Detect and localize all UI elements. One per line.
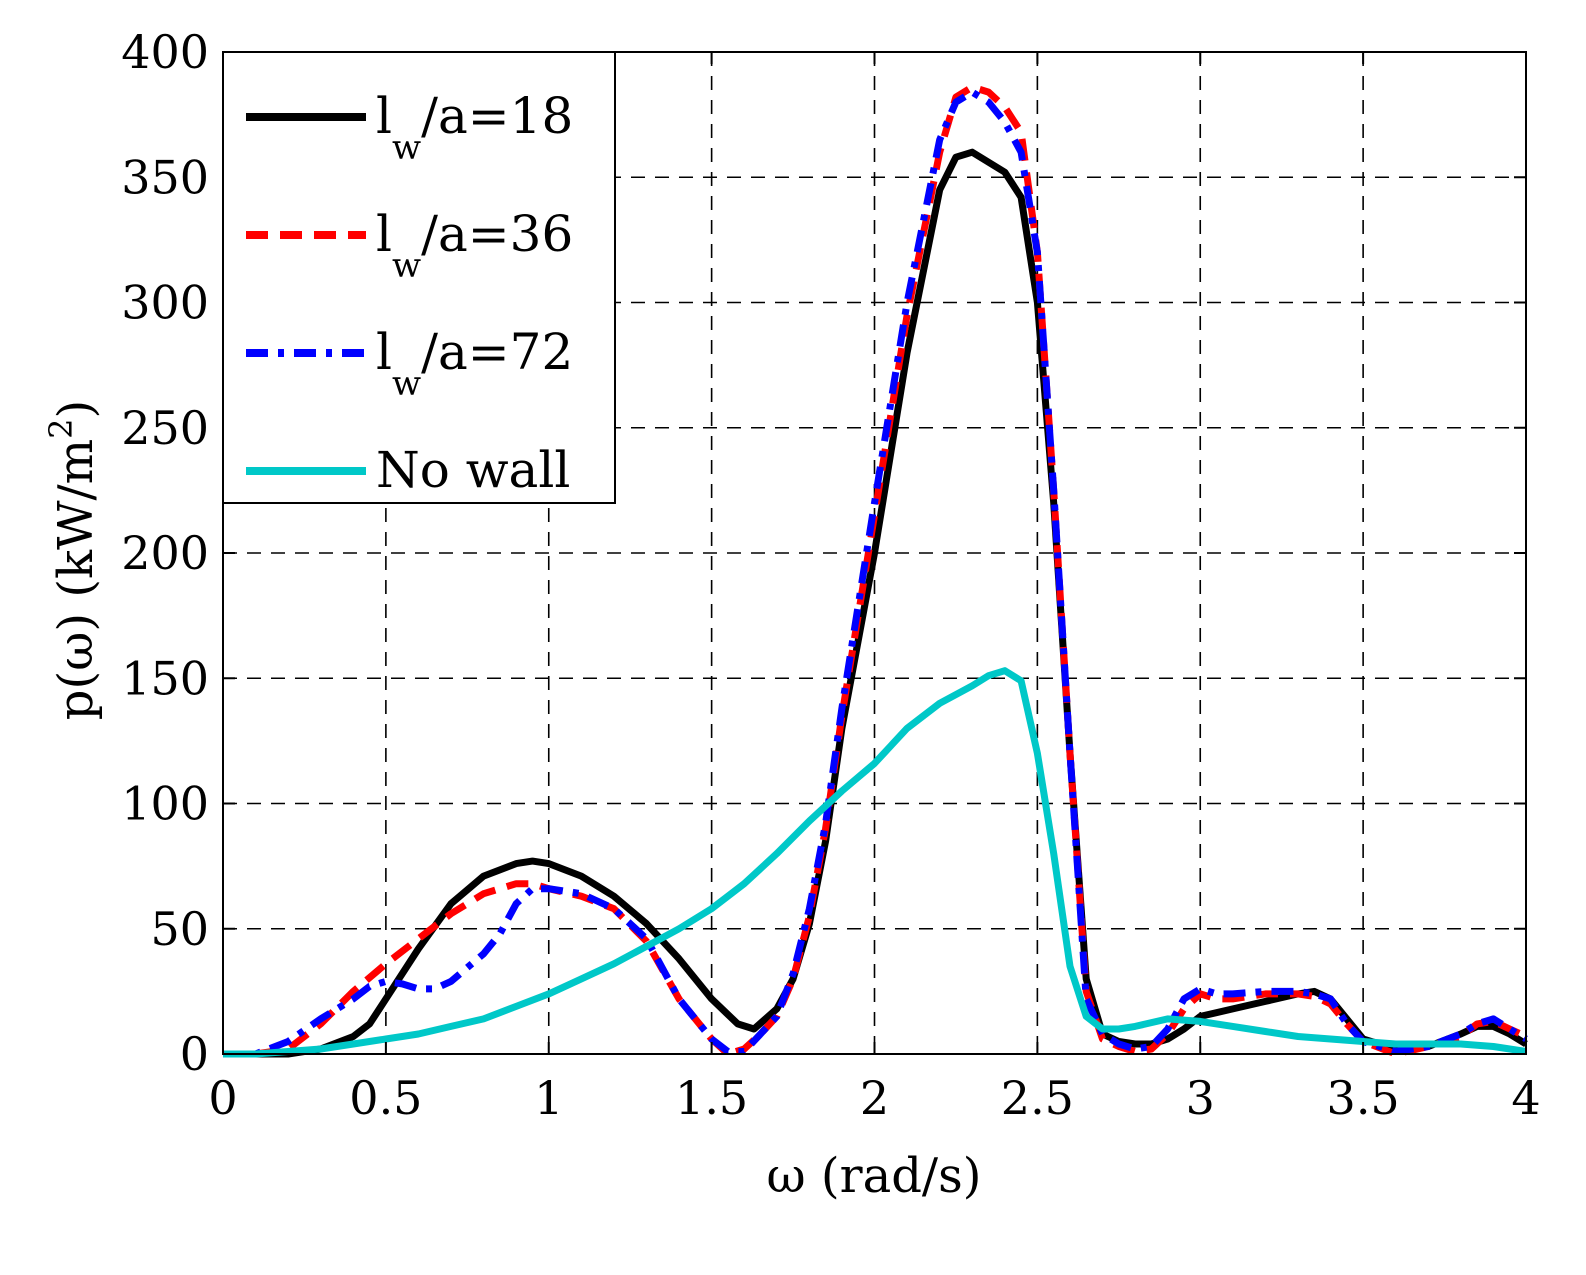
x-axis-title: ω (rad/s): [767, 1148, 982, 1204]
y-axis-title: p(ω) (kW/m2): [42, 400, 104, 721]
legend-label-2: lw/a=36: [376, 205, 573, 286]
legend-box: [222, 51, 616, 504]
legend: lw/a=18 lw/a=36 lw/a=72 No wall: [222, 51, 616, 504]
y-tick-label: 200: [121, 526, 209, 580]
x-tick-label: 2.5: [1001, 1071, 1074, 1125]
x-tick-label: 4: [1511, 1071, 1540, 1125]
x-tick-label: 1.5: [675, 1071, 748, 1125]
legend-label-1: lw/a=18: [376, 87, 573, 168]
y-tick-label: 150: [121, 651, 209, 705]
y-tick-label: 50: [150, 902, 209, 956]
x-tick-label: 1: [534, 1071, 563, 1125]
x-tick-label: 0: [208, 1071, 237, 1125]
y-tick-label: 300: [121, 276, 209, 330]
y-tick-label: 350: [121, 150, 209, 204]
legend-label-4: No wall: [376, 441, 570, 499]
y-axis-title-sup: 2: [42, 418, 80, 438]
x-tick-label: 2: [860, 1071, 889, 1125]
legend-label-3: lw/a=72: [376, 323, 573, 404]
y-axis-title-main: p(ω) (kW/m: [48, 439, 104, 720]
x-tick-label: 3: [1186, 1071, 1215, 1125]
series-line-3: [223, 88, 1528, 1058]
axis-ticks: 0 0.5 1 1.5 2 2.5 3 3.5 4 0 50 100 150 200 250 300 350 40…: [121, 25, 1540, 1125]
series-lines: [223, 83, 1528, 1058]
x-tick-label: 3.5: [1327, 1071, 1400, 1125]
y-tick-label: 100: [121, 777, 209, 831]
series-line-4: [223, 667, 1527, 1058]
x-tick-label: 0.5: [349, 1071, 422, 1125]
y-axis-title-close: ): [48, 400, 104, 419]
y-tick-label: 0: [180, 1027, 209, 1081]
y-tick-label: 250: [121, 401, 209, 455]
series-line-2: [223, 83, 1528, 1058]
y-tick-label: 400: [121, 25, 209, 79]
